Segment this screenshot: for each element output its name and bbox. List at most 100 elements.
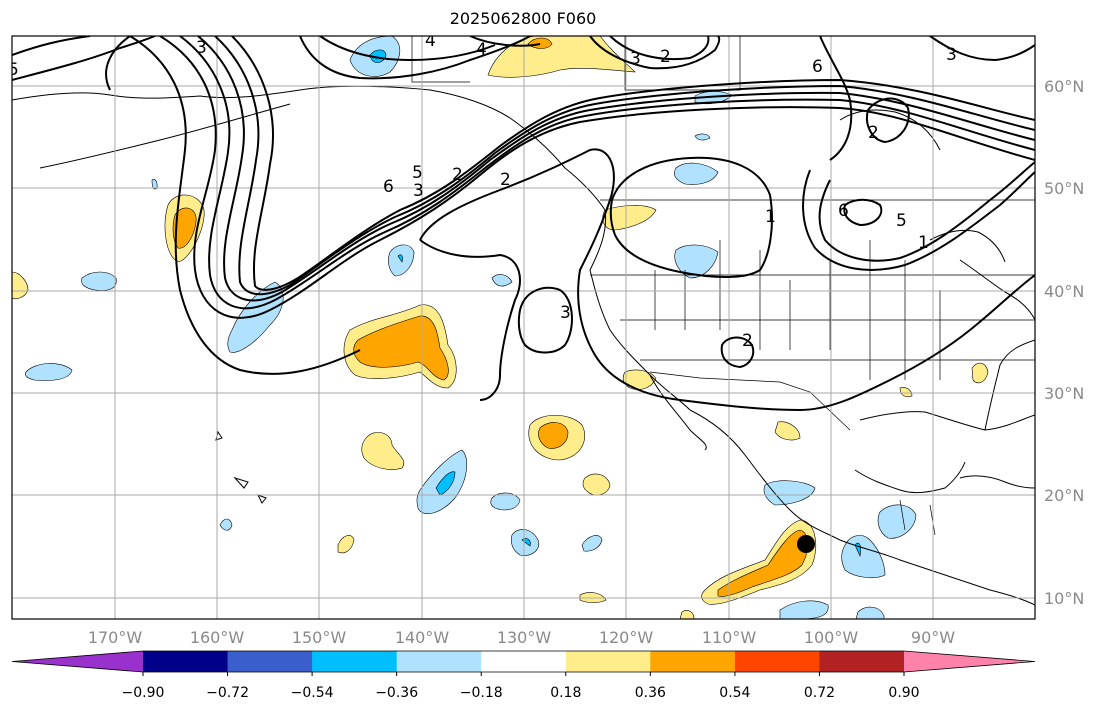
yucatan-coast [854,461,966,494]
negative-anomaly-region [81,271,117,291]
positive-anomaly-region [602,205,657,231]
contour-label: 3 [196,38,207,58]
aleutian-chain [39,103,291,169]
contour-line [197,36,1035,302]
contour-label: 6 [838,201,849,221]
contour-line [589,36,721,70]
positive-anomaly-region [361,432,405,470]
contour-line [299,36,531,80]
coastlines [12,85,1035,606]
negative-anomaly-core [397,254,403,263]
contour-label: 1 [918,233,929,253]
latitude-label: 60°N [1044,77,1084,96]
pacific-coast [589,209,691,411]
negative-anomaly-region [674,244,719,279]
contour-label: 4 [425,31,436,51]
contour-line [609,36,710,61]
contour-label: 4 [476,40,487,60]
contour-line [419,148,1035,412]
hudson-bay [839,109,941,151]
negative-anomaly-region [581,535,603,552]
longitude-label: 170°W [88,628,143,647]
longitude-label: 100°W [804,628,859,647]
contour-label: 3 [413,181,424,201]
colorbar-extend-max [904,651,1035,672]
latitude-labels: 60°N 50°N 40°N 30°N 20°N 10°N [1044,77,1084,608]
map-frame [11,35,1036,620]
longitude-label: 160°W [190,628,245,647]
contour-label-group: 5 3 4 4 3 2 6 5 3 2 2 1 6 6 5 1 2 3 2 3 [8,31,957,351]
negative-anomaly-core [369,49,387,63]
baja-peninsula [649,374,707,451]
colorbar-tick-label: −0.36 [375,685,418,701]
contour-line [419,239,521,401]
positive-anomaly-region [971,362,989,384]
contour-line [818,161,1035,262]
mexico-west-coast [689,409,1035,606]
positive-anomaly-region [337,535,355,554]
colorbar-extend-min [12,651,143,672]
contour-line [720,336,755,369]
positive-anomaly-region [679,610,695,619]
negative-anomaly-region [219,518,233,531]
contour-label: 5 [412,163,423,183]
colorbar-tick-label: −0.90 [122,685,165,701]
colorbar-segment [312,651,398,672]
contour-label: 2 [500,170,511,190]
colorbar-segment [565,651,651,672]
latitude-label: 30°N [1044,384,1084,403]
height-contours [12,36,1035,412]
longitude-labels: 170°W 160°W 150°W 140°W 130°W 120°W 110°… [88,628,955,647]
contour-line [231,36,1035,291]
cuba [959,475,1035,489]
colorbar-tick-label: −0.72 [206,685,249,701]
contour-line [929,36,1035,62]
colorbar: −0.90 −0.72 −0.54 −0.36 −0.18 0.18 0.36 0.54 0.7… [11,650,1036,701]
longitude-label: 150°W [292,628,347,647]
negative-anomaly-region [490,492,521,511]
colorbar-segment [396,651,482,672]
gulf-coast [859,411,1035,431]
map-title: 2025062800 F060 [449,9,597,28]
colorbar-tick-label: −0.54 [291,685,334,701]
contour-label: 6 [812,57,823,77]
colorbar-segment [143,651,229,672]
contour-label: 5 [8,60,19,80]
contour-line [819,36,853,161]
contour-label: 2 [868,123,879,143]
colorbar-segment [227,651,313,672]
contour-line [609,156,773,278]
latitude-label: 20°N [1044,486,1084,505]
latitude-label: 40°N [1044,282,1084,301]
latitude-label: 50°N [1044,179,1084,198]
atlantic-coast [959,259,1035,321]
storm-center-marker [797,535,815,553]
contour-label: 1 [765,207,776,227]
contour-label: 2 [660,47,671,67]
contour-line [105,36,361,375]
contour-label: 3 [560,303,571,323]
great-lakes [929,229,1006,263]
contour-label: 6 [383,177,394,197]
lat-lon-grid [12,36,1035,619]
negative-anomaly-region [491,274,513,287]
negative-anomaly-region [25,363,73,381]
positive-anomaly-region [622,369,657,390]
negative-anomaly-region [877,504,917,539]
contour-label: 2 [742,331,753,351]
contour-line [802,169,1035,271]
contour-line [319,36,496,62]
positive-anomaly-region [12,271,29,300]
positive-anomaly-core [353,315,449,381]
contour-label: 3 [946,45,957,65]
positive-anomaly-region [774,421,801,441]
negative-anomaly-region [841,535,886,579]
colorbar-tick-label: −0.18 [460,685,503,701]
florida-coast [984,339,1035,431]
positive-anomaly-core [172,207,197,249]
contour-label: 3 [630,49,641,69]
contour-line [469,36,541,47]
colorbar-tick-label: 0.72 [804,685,835,701]
colorbar-segment [734,651,820,672]
